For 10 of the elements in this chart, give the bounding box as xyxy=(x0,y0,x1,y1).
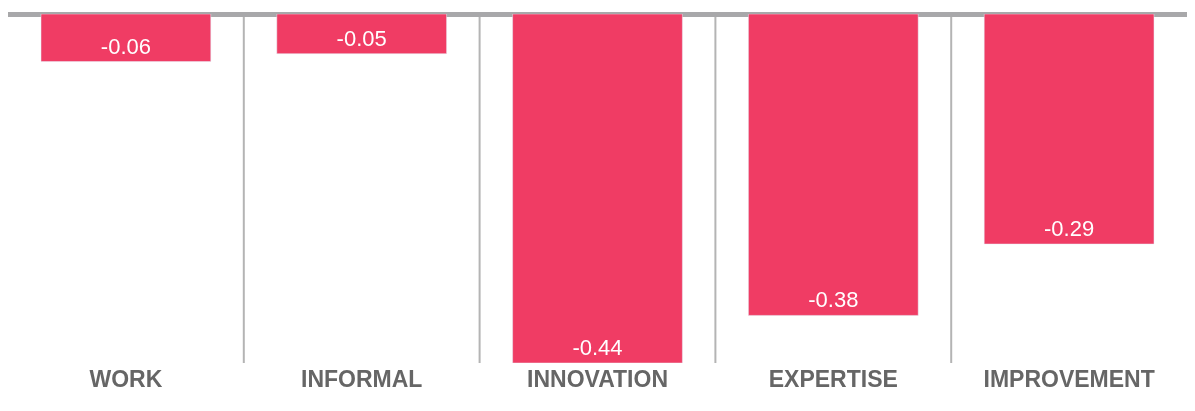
x-tick-label: EXPERTISE xyxy=(768,366,898,392)
x-tick-label: INFORMAL xyxy=(301,366,423,392)
data-label: -0.38 xyxy=(808,287,859,313)
data-label: -0.29 xyxy=(1044,216,1095,242)
x-tick-label: IMPROVEMENT xyxy=(983,366,1155,392)
data-label: -0.06 xyxy=(100,33,151,59)
data-label: -0.05 xyxy=(336,25,387,51)
x-tick-label: INNOVATION xyxy=(527,366,668,392)
x-tick-label: WORK xyxy=(89,366,163,392)
data-label: -0.44 xyxy=(572,335,623,360)
